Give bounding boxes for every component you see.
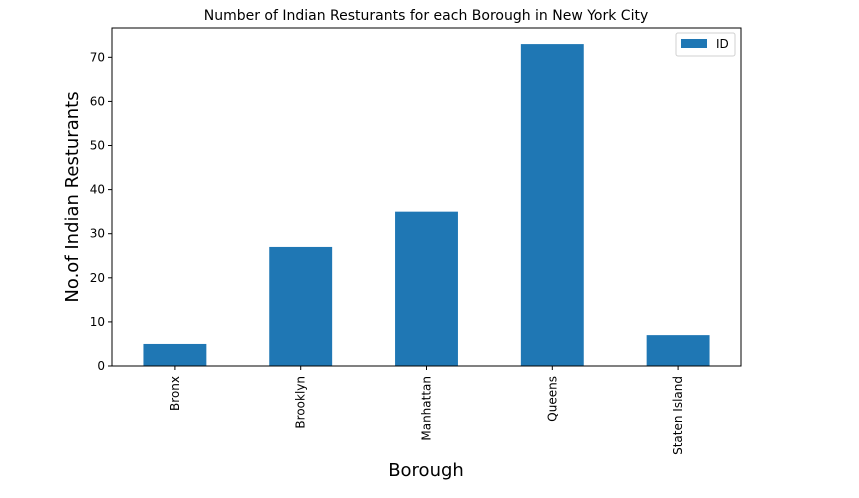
x-tick-label: Brooklyn (294, 376, 308, 429)
bars (143, 44, 710, 366)
x-tick-label: Bronx (168, 376, 182, 411)
legend-swatch (681, 39, 707, 48)
plot-frame (111, 27, 742, 367)
chart-title: Number of Indian Resturants for each Bor… (204, 8, 649, 24)
x-tick-label: Manhattan (420, 376, 434, 441)
bar-brooklyn (269, 246, 333, 366)
y-tick-label: 40 (90, 183, 105, 197)
y-tick-label: 30 (90, 227, 105, 241)
x-axis-label: Borough (388, 460, 464, 481)
y-tick-label: 60 (90, 94, 105, 108)
y-tick-label: 0 (97, 359, 105, 373)
bar-staten-island (646, 335, 710, 366)
bar-bronx (143, 343, 207, 366)
bar-manhattan (395, 211, 458, 366)
x-tick-label: Queens (545, 376, 559, 422)
x-axis-ticks: Bronx Brooklyn Manhattan Queens Staten Islan… (168, 366, 685, 455)
y-axis-ticks: 0 10 20 30 40 50 60 70 (90, 50, 112, 373)
y-tick-label: 20 (90, 271, 105, 285)
y-tick-label: 70 (90, 50, 105, 64)
x-tick-label: Staten Island (671, 376, 685, 455)
bar-queens (520, 44, 584, 366)
y-tick-label: 50 (90, 139, 105, 153)
y-axis-label: No.of Indian Resturants (62, 91, 83, 302)
y-tick-label: 10 (90, 315, 105, 329)
legend-label: ID (716, 37, 729, 51)
legend: ID (675, 32, 736, 57)
